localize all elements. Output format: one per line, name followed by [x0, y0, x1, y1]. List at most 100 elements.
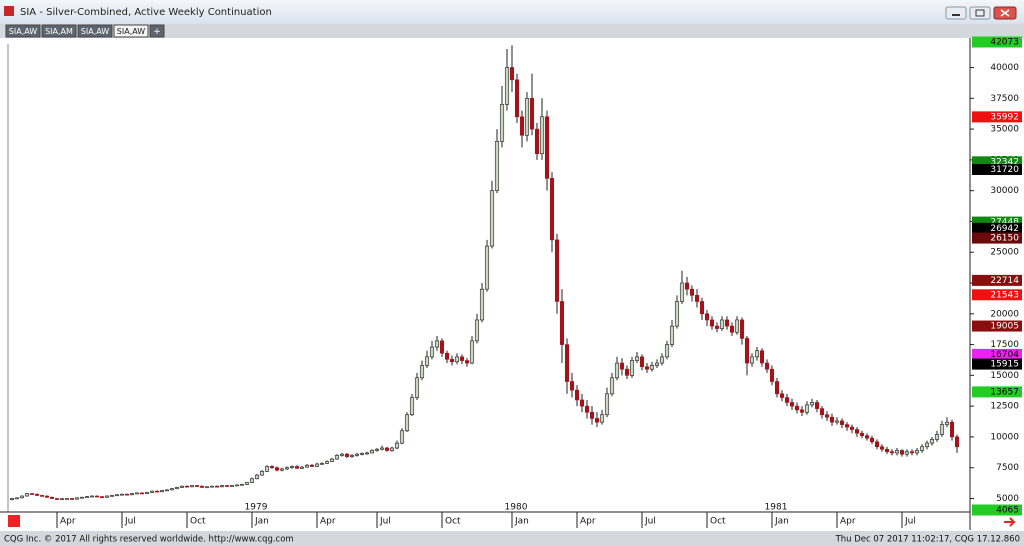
- y-tick-label: 7500: [996, 463, 1019, 473]
- candle-body: [259, 471, 265, 476]
- candle-body: [264, 466, 270, 472]
- restore-icon: [975, 9, 985, 17]
- candle-body: [929, 439, 935, 444]
- candle-body: [354, 453, 360, 456]
- candle-body: [494, 141, 500, 191]
- candle-body: [399, 430, 405, 444]
- candle-body: [314, 463, 320, 467]
- candle-body: [459, 356, 465, 361]
- candle-body: [414, 377, 420, 398]
- candle-body: [404, 414, 410, 432]
- candle-body: [589, 411, 595, 419]
- candle-body: [439, 340, 445, 354]
- x-tick-label: Jul: [124, 517, 136, 527]
- tab[interactable]: [5, 24, 41, 38]
- candle-body: [904, 451, 910, 455]
- candle-body: [594, 418, 600, 423]
- candle-body: [484, 245, 490, 290]
- candle-body: [834, 420, 840, 423]
- candle-body: [469, 340, 475, 364]
- candle-body: [424, 356, 430, 366]
- candle-body: [499, 104, 505, 142]
- price-marker-label: 15915: [990, 360, 1019, 370]
- copyright: CQG Inc. © 2017 All rights reserved worl…: [4, 535, 294, 545]
- candle-body: [234, 484, 240, 487]
- candle-body: [914, 450, 920, 454]
- price-marker-label: 4065: [996, 506, 1019, 516]
- minimize-button[interactable]: [945, 6, 967, 20]
- candle-body: [809, 402, 815, 406]
- tab[interactable]: [41, 24, 77, 38]
- add-tab-button[interactable]: [149, 24, 165, 38]
- candle-body: [174, 487, 180, 489]
- tab-label: SIA,AW: [81, 27, 109, 36]
- tab[interactable]: [77, 24, 113, 38]
- candle-body: [319, 463, 325, 465]
- candle-body: [634, 356, 640, 361]
- x-tick-label: Apr: [320, 517, 336, 527]
- candle-body: [199, 485, 205, 488]
- candle-body: [164, 489, 170, 492]
- close-icon: [1000, 9, 1010, 17]
- y-tick-label: 37500: [990, 94, 1019, 104]
- candle-body: [154, 490, 160, 493]
- candle-body: [949, 421, 955, 438]
- price-marker-label: 42073: [990, 38, 1019, 48]
- candle-body: [649, 365, 655, 370]
- add-tab-label: +: [153, 27, 161, 37]
- candle-body: [209, 485, 215, 488]
- candle-body: [379, 447, 385, 450]
- x-tick-label: Oct: [445, 517, 461, 527]
- tab[interactable]: [113, 24, 149, 38]
- candle-body: [564, 344, 570, 382]
- candle-body: [359, 453, 365, 455]
- candle-body: [464, 360, 470, 364]
- candle-body: [554, 239, 560, 302]
- candle-body: [944, 421, 950, 425]
- candle-body: [409, 397, 415, 416]
- candle-body: [569, 381, 575, 391]
- candle-body: [114, 494, 120, 497]
- candle-body: [619, 362, 625, 370]
- candle-body: [429, 346, 435, 358]
- candle-body: [814, 402, 820, 409]
- scroll-marker[interactable]: [8, 515, 20, 527]
- x-tick-label: Apr: [60, 517, 76, 527]
- window-controls[interactable]: [945, 6, 1017, 20]
- candle-body: [854, 429, 860, 434]
- price-marker-label: 32342: [990, 157, 1019, 167]
- candle-body: [759, 350, 765, 364]
- candle-body: [119, 493, 125, 496]
- y-tick-label: 30000: [990, 186, 1019, 196]
- candle-body: [144, 492, 150, 494]
- candle-body: [864, 435, 870, 439]
- app-icon: [4, 6, 14, 16]
- price-marker: [972, 348, 1022, 360]
- candle-body: [304, 464, 310, 468]
- scroll-arrow[interactable]: [1004, 517, 1016, 527]
- candle-body: [244, 482, 250, 485]
- candle-body: [954, 436, 960, 448]
- candle-body: [769, 368, 775, 382]
- y-tick-label: 25000: [990, 248, 1019, 258]
- candle-body: [124, 493, 130, 496]
- candle-body: [724, 319, 730, 327]
- candle-body: [599, 414, 605, 423]
- tabs: SIA,AW SIA,AM SIA,AW SIA,AW +: [5, 24, 165, 38]
- candle-body: [714, 325, 720, 329]
- price-marker-label: 27448: [990, 218, 1019, 228]
- candle-body: [224, 485, 230, 487]
- candle-body: [859, 432, 865, 436]
- price-marker: [972, 232, 1022, 244]
- candle-body: [729, 325, 735, 333]
- candle-body: [389, 447, 395, 451]
- candle-body: [84, 496, 90, 498]
- candle-body: [189, 485, 195, 488]
- candle-body: [819, 408, 825, 416]
- price-marker-label: 19005: [990, 322, 1019, 332]
- restore-button[interactable]: [969, 6, 991, 20]
- price-marker-label: 13657: [990, 387, 1019, 397]
- timestamp: Thu Dec 07 2017 11:02:17, CQG 17.12.860: [835, 535, 1020, 545]
- candle-body: [279, 468, 285, 471]
- candle-body: [129, 493, 135, 496]
